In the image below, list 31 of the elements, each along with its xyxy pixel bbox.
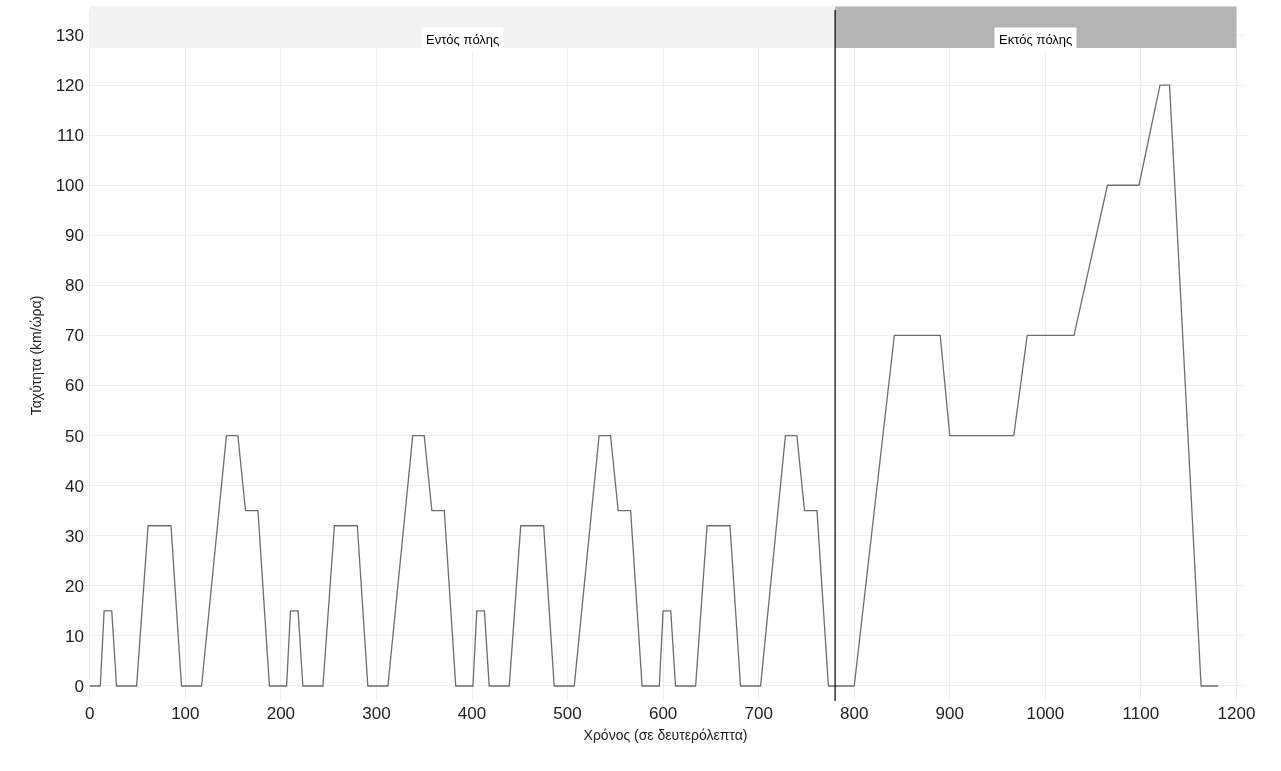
y-tick-label: 90 bbox=[65, 226, 84, 246]
y-tick-label: 100 bbox=[55, 176, 84, 196]
y-tick-label: 20 bbox=[65, 576, 84, 596]
y-tick-label: 130 bbox=[55, 25, 84, 45]
x-tick-label: 200 bbox=[266, 704, 296, 723]
y-tick-label: 80 bbox=[65, 276, 84, 296]
x-tick-label: 500 bbox=[553, 704, 582, 723]
y-tick-label: 60 bbox=[65, 376, 84, 396]
x-tick-label: 300 bbox=[362, 704, 391, 723]
x-tick-label: 700 bbox=[744, 704, 773, 723]
x-tick-label: 600 bbox=[648, 704, 678, 723]
x-tick-label: 1200 bbox=[1217, 704, 1256, 723]
band-label: Εκτός πόλης bbox=[999, 32, 1073, 47]
y-tick-label: 10 bbox=[65, 626, 84, 646]
x-axis-title: Χρόνος (σε δευτερόλεπτα) bbox=[583, 727, 748, 744]
line-series bbox=[89, 84, 1219, 687]
x-tick-label: 900 bbox=[935, 704, 964, 723]
y-axis-title: Ταχύτητα (km/ώρα) bbox=[28, 295, 45, 416]
y-tick-label: 30 bbox=[65, 526, 84, 546]
y-tick-label: 110 bbox=[56, 126, 84, 146]
y-tick-label: 0 bbox=[74, 676, 84, 696]
y-tick-label: 50 bbox=[65, 426, 84, 446]
band-label: Εντός πόλης bbox=[426, 32, 500, 47]
x-tick-label: 400 bbox=[457, 704, 487, 723]
x-tick-label: 1100 bbox=[1122, 704, 1160, 723]
y-tick-label: 120 bbox=[55, 76, 84, 96]
x-tick-label: 1000 bbox=[1026, 704, 1065, 723]
y-tick-label: 40 bbox=[65, 476, 84, 496]
x-tick-label: 100 bbox=[171, 704, 200, 723]
y-tick-label: 70 bbox=[65, 326, 84, 346]
x-tick-label: 800 bbox=[840, 704, 869, 723]
